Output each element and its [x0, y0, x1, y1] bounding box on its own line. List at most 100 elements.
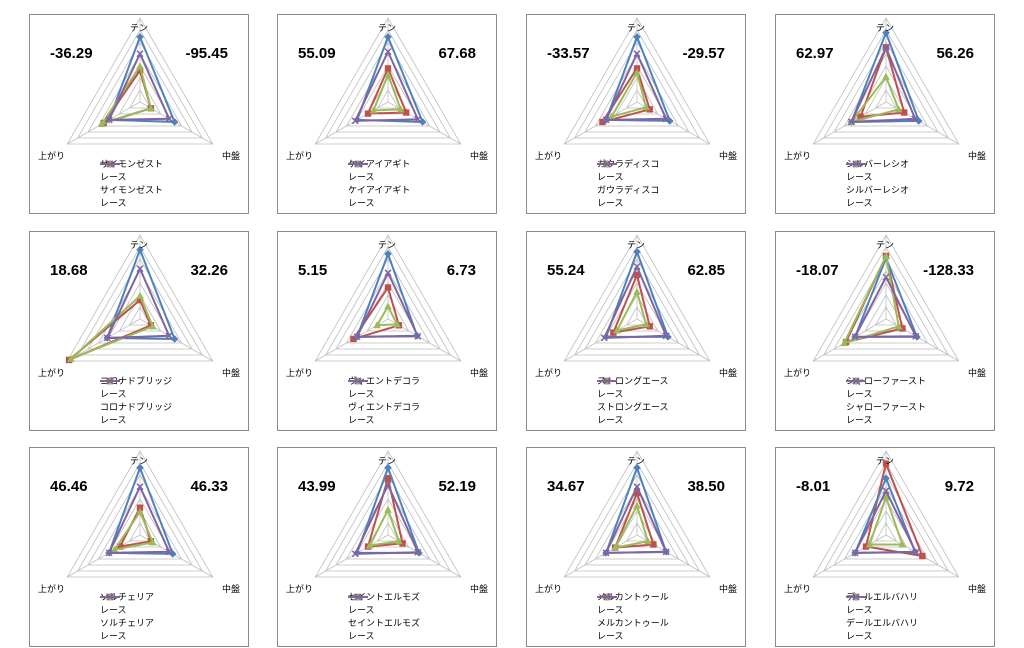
legend-label: レース [348, 199, 375, 209]
legend-swatch [100, 593, 120, 601]
score-left: 55.09 [298, 45, 336, 62]
legend-item: レース [846, 377, 926, 428]
score-left: 62.97 [796, 45, 834, 62]
legend-swatch [100, 377, 120, 385]
series-line [614, 504, 649, 549]
grid-spoke [813, 534, 887, 578]
legend-item: レース [597, 160, 659, 185]
series-point [165, 115, 173, 123]
legend-item: レース [100, 377, 172, 428]
axis-label-top: テン [875, 241, 894, 251]
grid-ring [563, 234, 711, 362]
legend: ソルチェリア レース ソルチェリア レース [100, 592, 154, 644]
score-right: 6.73 [446, 262, 476, 279]
grid-ring [812, 450, 960, 578]
series-point [384, 505, 392, 513]
axis-label-left: 上がり [38, 585, 66, 595]
series-point [602, 116, 610, 124]
legend-swatch [846, 593, 866, 601]
axis-label-right: 中盤 [469, 152, 488, 162]
legend-item: レース [348, 160, 410, 211]
series-point [384, 284, 392, 291]
legend-swatch [348, 377, 368, 385]
legend-swatch [846, 160, 866, 168]
legend-item: レース [348, 377, 420, 428]
legend-item: レース [597, 377, 669, 428]
axis-label-top: テン [875, 457, 894, 467]
legend-label: セイントエルモズ [348, 593, 421, 603]
series-line [368, 508, 400, 547]
legend-label: レース [846, 632, 873, 642]
grid-ring [812, 234, 960, 362]
grid-ring [314, 234, 462, 362]
series-point [898, 540, 907, 548]
axis-label-left: 上がり [286, 369, 314, 379]
axis-label-top: テン [626, 457, 645, 467]
grid-spoke [564, 534, 638, 578]
legend-label: シルバーレシオ [846, 186, 910, 196]
grid-ring [874, 306, 898, 326]
axis-label-top: テン [875, 24, 894, 34]
series-line [850, 31, 920, 123]
series-point [395, 537, 403, 545]
series-line [366, 67, 408, 115]
series-point [894, 322, 903, 330]
legend-item: レース [597, 377, 669, 402]
radar-chart-svg [66, 17, 214, 145]
series-point [136, 245, 144, 254]
legend-swatch [597, 593, 617, 601]
radar-chart-panel: -8.01 9.72 テン 中盤 上がり デールエルバハリ レース デールエルバハリ レース [775, 447, 995, 647]
grid-ring [66, 450, 214, 578]
series-point [136, 464, 144, 472]
legend-item: ケイアイアギト [348, 160, 410, 198]
score-right: 38.50 [687, 478, 725, 495]
legend-item: レース [348, 593, 420, 644]
series-point [611, 543, 619, 551]
series-point [633, 50, 641, 58]
series-line [614, 492, 655, 549]
legend-item: ガウラディスコ [597, 160, 659, 198]
series-point [393, 320, 401, 328]
score-right: 62.85 [687, 262, 725, 279]
series-point [662, 332, 670, 340]
series-line [603, 265, 668, 339]
series-point [642, 320, 650, 328]
score-right: 32.26 [190, 262, 228, 279]
legend-item: レース [846, 593, 918, 618]
legend-item: セイントエルモズ [348, 593, 421, 631]
series-point [650, 541, 657, 548]
series-point [847, 118, 855, 126]
legend: シャローファースト レース シャローファースト レース [846, 376, 926, 428]
legend-item: レース [100, 593, 154, 618]
series-point [136, 504, 144, 511]
legend-item: レース [348, 377, 420, 402]
series-point [364, 110, 372, 117]
legend: サイモンゼスト レース サイモンゼスト レース [100, 159, 163, 211]
series-point [633, 501, 641, 509]
score-right: 52.19 [438, 478, 476, 495]
series-point [882, 43, 890, 51]
grid-ring [822, 29, 950, 139]
legend-label: ヴィエントデコラ [348, 403, 421, 413]
series-point [882, 252, 890, 259]
score-right: 56.26 [936, 45, 974, 62]
legend-label: コロナドブリッジ [100, 377, 173, 387]
legend-item: コロナドブリッジ [100, 377, 172, 415]
series-line [850, 75, 900, 123]
legend-swatch [846, 377, 866, 385]
series-point [662, 548, 670, 556]
series-point [599, 118, 606, 126]
legend-label: セイントエルモズ [348, 619, 421, 629]
axis-label-left: 上がり [535, 152, 563, 162]
series-point [136, 296, 144, 304]
series-point [642, 103, 650, 111]
series-point [899, 325, 906, 332]
legend-label: ケイアイアギト [348, 160, 411, 170]
series-line [868, 496, 904, 546]
series-point [351, 117, 359, 125]
legend-item: レース [846, 593, 918, 644]
legend-item: ソルチェリア [100, 593, 154, 631]
series-point [136, 33, 144, 41]
series-line [854, 276, 917, 338]
series-point [351, 550, 359, 558]
